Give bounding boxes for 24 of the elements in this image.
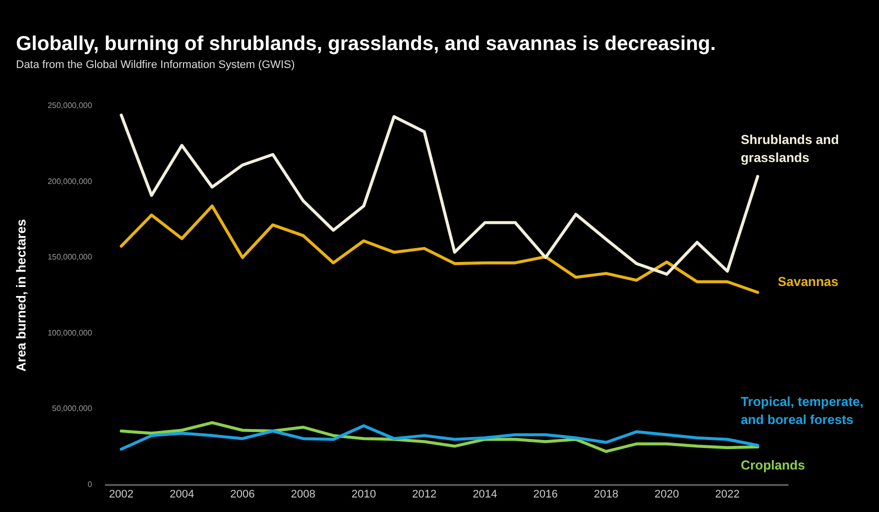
x-tick-label: 2022 [715, 488, 740, 500]
y-tick-label: 150,000,000 [48, 252, 93, 262]
y-tick-label: 0 [88, 480, 93, 490]
series-label: Tropical, temperate, and boreal forests [740, 394, 864, 427]
y-tick-label: 100,000,000 [48, 328, 93, 338]
x-tick-label: 2014 [472, 488, 498, 500]
y-tick-label: 50,000,000 [52, 404, 93, 414]
x-tick-label: 2006 [230, 488, 255, 500]
y-tick-label: 200,000,000 [48, 176, 93, 186]
x-tick-label: 2018 [594, 488, 618, 500]
x-tick-label: 2004 [170, 488, 194, 500]
y-axis-title: Area burned, in hectares [13, 219, 28, 372]
x-tick-label: 2010 [351, 488, 376, 500]
x-tick-label: 2002 [109, 488, 134, 500]
series-label: Shrublands and grasslands [740, 132, 839, 166]
x-tick-label: 2016 [533, 488, 558, 500]
series-label: Savannas [778, 274, 838, 289]
chart-title: Globally, burning of shrublands, grasslands, and savannas is decreasing. [16, 33, 716, 56]
chart-subtitle: Data from the Global Wildfire Information System (GWIS) [16, 59, 295, 71]
x-tick-label: 2008 [290, 488, 316, 500]
series-label: Croplands [740, 458, 805, 472]
y-tick-label: 250,000,000 [48, 101, 93, 110]
x-tick-label: 2020 [654, 488, 680, 500]
x-tick-label: 2012 [412, 488, 437, 500]
